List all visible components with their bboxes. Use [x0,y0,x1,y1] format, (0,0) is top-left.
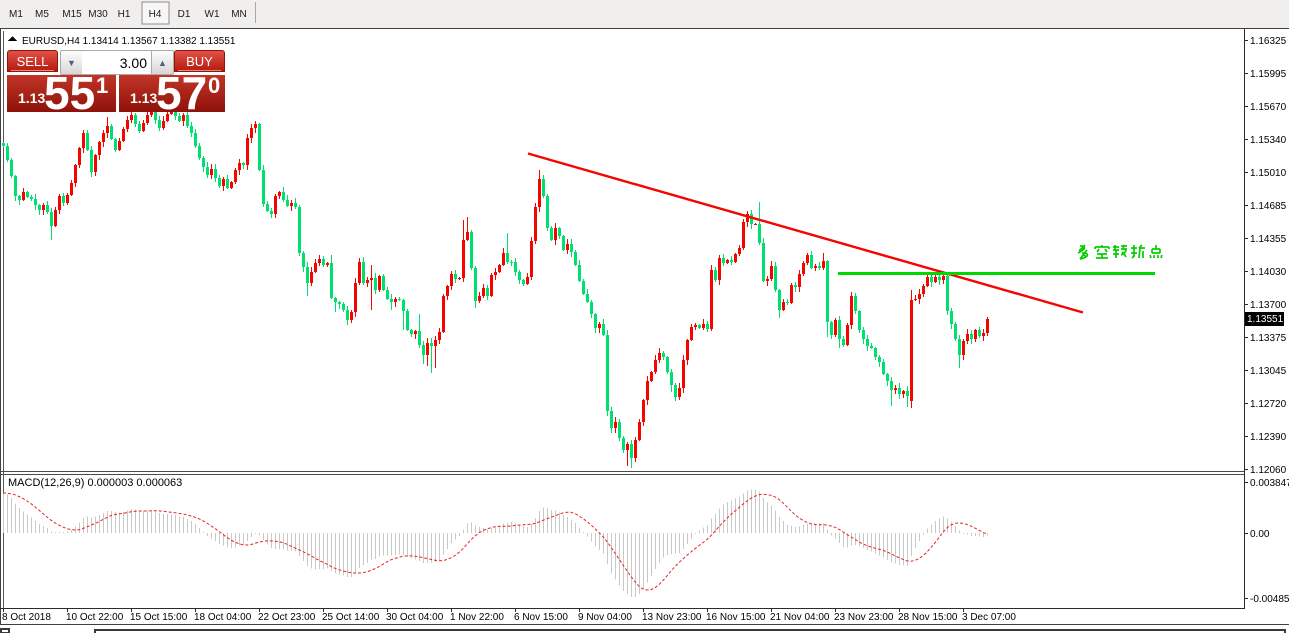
svg-text:D1: D1 [178,9,191,20]
svg-text:1.15995: 1.15995 [1250,69,1287,80]
svg-text:22 Oct 23:00: 22 Oct 23:00 [258,612,316,623]
svg-text:M30: M30 [88,9,108,20]
svg-text:13 Nov 23:00: 13 Nov 23:00 [642,612,702,623]
svg-text:MACD(12,26,9) 0.000003 0.00006: MACD(12,26,9) 0.000003 0.000063 [8,477,182,489]
svg-text:1.15670: 1.15670 [1250,102,1287,113]
svg-text:1.15340: 1.15340 [1250,135,1287,146]
svg-text:15 Oct 15:00: 15 Oct 15:00 [130,612,188,623]
svg-text:M15: M15 [62,9,82,20]
svg-text:1.16325: 1.16325 [1250,36,1287,47]
svg-text:21 Nov 04:00: 21 Nov 04:00 [770,612,830,623]
svg-text:1.12720: 1.12720 [1250,399,1287,410]
svg-text:H4: H4 [149,9,162,20]
svg-text:1.13551: 1.13551 [1247,314,1284,325]
svg-text:W1: W1 [205,9,220,20]
svg-text:1 Nov 22:00: 1 Nov 22:00 [450,612,504,623]
svg-text:9 Nov 04:00: 9 Nov 04:00 [578,612,632,623]
svg-text:25 Oct 14:00: 25 Oct 14:00 [322,612,380,623]
svg-text:18 Oct 04:00: 18 Oct 04:00 [194,612,252,623]
svg-text:MN: MN [231,9,247,20]
svg-text:6 Nov 15:00: 6 Nov 15:00 [514,612,568,623]
svg-text:1.14030: 1.14030 [1250,267,1287,278]
svg-text:1.13045: 1.13045 [1250,366,1287,377]
svg-text:10 Oct 22:00: 10 Oct 22:00 [66,612,124,623]
svg-text:23 Nov 23:00: 23 Nov 23:00 [834,612,894,623]
svg-text:1.13700: 1.13700 [1250,300,1287,311]
svg-text:M5: M5 [35,9,49,20]
svg-text:1.12060: 1.12060 [1250,465,1287,476]
svg-text:1.12390: 1.12390 [1250,432,1287,443]
svg-text:1.14685: 1.14685 [1250,201,1287,212]
svg-text:-0.004856: -0.004856 [1250,594,1289,605]
svg-text:H1: H1 [118,9,131,20]
svg-text:28 Nov 15:00: 28 Nov 15:00 [898,612,958,623]
svg-text:3 Dec 07:00: 3 Dec 07:00 [962,612,1016,623]
svg-text:EURUSD,H4 1.13414 1.13567 1.1: EURUSD,H4 1.13414 1.13567 1.13382 1.1355… [22,36,236,47]
svg-text:0.003847: 0.003847 [1250,478,1289,489]
svg-text:1.15010: 1.15010 [1250,168,1287,179]
svg-text:16 Nov 15:00: 16 Nov 15:00 [706,612,766,623]
svg-text:8 Oct 2018: 8 Oct 2018 [2,612,51,623]
svg-text:0.00: 0.00 [1250,529,1270,540]
svg-text:30 Oct 04:00: 30 Oct 04:00 [386,612,444,623]
svg-text:M1: M1 [9,9,23,20]
svg-text:1.13375: 1.13375 [1250,333,1287,344]
svg-text:1.14355: 1.14355 [1250,234,1287,245]
